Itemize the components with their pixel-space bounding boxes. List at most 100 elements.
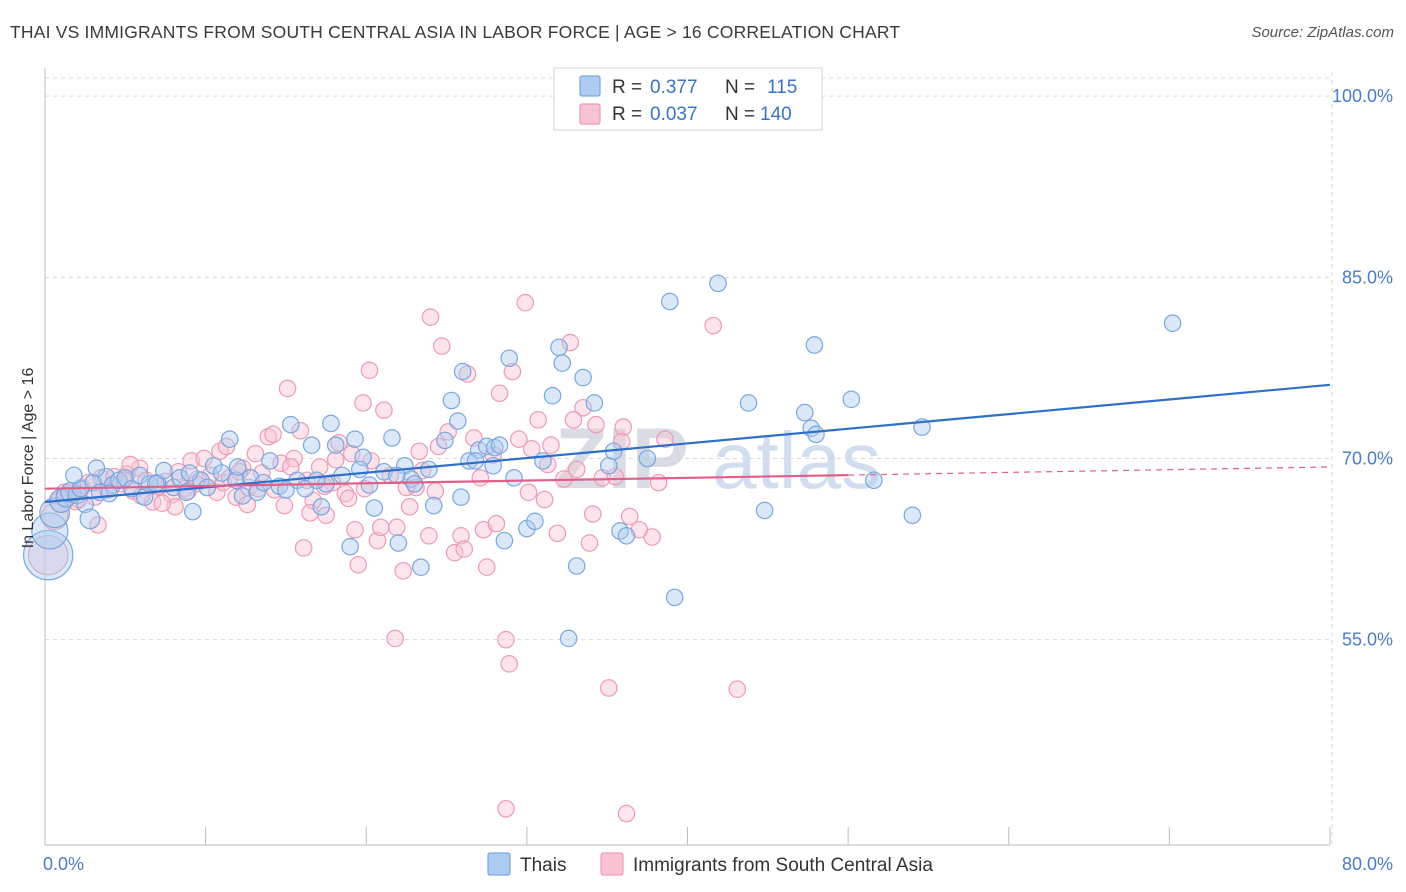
immigrants-point <box>387 518 406 537</box>
immigrants-point <box>617 804 636 823</box>
immigrants-point <box>264 425 282 444</box>
y-axis-label: In Labor Force | Age > 16 <box>20 368 37 549</box>
immigrants-point <box>649 473 668 492</box>
immigrants-point <box>458 365 477 383</box>
immigrants-point <box>497 630 515 649</box>
thais-point <box>505 469 523 487</box>
immigrants-point <box>542 436 560 455</box>
legend-r-label-2: R = <box>612 104 642 125</box>
thais-point <box>389 534 408 552</box>
immigrants-point <box>487 514 506 533</box>
thais-point <box>261 452 279 470</box>
legend-swatch-immigrants <box>579 103 601 125</box>
thais-point <box>452 488 470 506</box>
immigrants-point <box>574 398 592 417</box>
thais-point <box>490 436 509 455</box>
immigrants-point <box>349 555 368 574</box>
thais-point <box>212 464 231 482</box>
thais-point <box>903 506 922 525</box>
thais-point <box>550 338 568 357</box>
thais-point <box>574 368 592 387</box>
immigrants-point <box>410 442 429 461</box>
legend-n-label-2: N = <box>725 104 755 125</box>
thais-point <box>180 464 199 482</box>
thais-point <box>360 476 379 494</box>
immigrants-point <box>400 498 419 516</box>
thais-point <box>739 394 758 412</box>
thais-point <box>436 431 454 450</box>
immigrants-point <box>656 430 674 448</box>
y-tick-label: 85.0% <box>1342 267 1393 287</box>
thais-point <box>485 438 504 457</box>
immigrants-point <box>529 411 547 429</box>
immigrants-point <box>561 333 580 352</box>
thais-point <box>420 460 438 479</box>
immigrants-point <box>516 293 535 312</box>
y-tick-label: 100.0% <box>1332 86 1393 106</box>
series-immigrants-points <box>27 293 747 823</box>
immigrants-point <box>342 444 361 463</box>
immigrants-point <box>500 655 519 673</box>
immigrants-point <box>497 799 515 818</box>
thais-point <box>326 436 345 455</box>
legend-n-value-2: 140 <box>760 104 792 125</box>
immigrants-point <box>375 401 393 419</box>
immigrants-point <box>278 379 297 398</box>
thais-point <box>599 456 618 475</box>
thais-point <box>466 452 485 470</box>
thais-point <box>807 425 825 444</box>
immigrants-point <box>354 394 372 412</box>
immigrants-point <box>394 562 412 580</box>
immigrants-point <box>326 450 345 469</box>
thais-point <box>277 481 295 499</box>
immigrants-point <box>510 430 528 448</box>
thais-point <box>842 390 861 409</box>
thais-point <box>661 292 679 311</box>
thais-point <box>405 475 424 493</box>
thais-point <box>346 430 364 448</box>
immigrants-point <box>445 543 464 562</box>
thais-trend-line <box>44 383 1331 504</box>
bottom-legend-label-immigrants: Immigrants from South Central Asia <box>633 855 933 876</box>
immigrants-point <box>503 362 522 381</box>
immigrants-trend-line-extension <box>848 466 1331 476</box>
thais-point <box>709 274 727 293</box>
immigrants-point <box>455 540 474 558</box>
immigrants-point <box>360 361 379 380</box>
thais-point <box>526 512 544 531</box>
legend-r-value-2: 0.037 <box>650 104 698 125</box>
immigrants-point <box>606 467 625 486</box>
immigrants-point <box>548 524 567 543</box>
thais-point <box>351 460 369 479</box>
thais-point <box>553 354 572 372</box>
thais-point <box>302 436 321 455</box>
immigrants-point <box>426 482 445 500</box>
thais-point <box>341 537 359 556</box>
axes <box>44 68 1331 846</box>
thais-point <box>453 362 472 381</box>
thais-point <box>281 415 300 434</box>
chart-source: Source: ZipAtlas.com <box>1251 24 1394 41</box>
thais-point <box>412 558 430 577</box>
bottom-legend-swatch-immigrants <box>600 852 624 876</box>
thais-point <box>755 501 774 520</box>
x-tick-labels: 0.0% 80.0% <box>43 854 1393 874</box>
thais-point <box>424 496 443 515</box>
thais-point <box>155 461 173 480</box>
immigrants-point <box>386 629 404 648</box>
immigrants-point <box>40 502 69 531</box>
immigrants-point <box>429 437 448 456</box>
thais-point <box>116 469 135 487</box>
thais-point <box>183 502 202 521</box>
watermark-atlas: atlas <box>712 416 881 505</box>
thais-point <box>500 349 519 368</box>
thais-point <box>795 403 814 422</box>
legend-r-value-1: 0.377 <box>650 77 698 98</box>
immigrants-point <box>614 418 633 436</box>
immigrants-point <box>477 558 496 577</box>
y-tick-label: 70.0% <box>1342 449 1393 469</box>
thais-point <box>495 531 514 550</box>
series-legend: Thais Immigrants from South Central Asia <box>487 852 933 876</box>
immigrants-point <box>620 507 639 526</box>
thais-point <box>805 336 824 354</box>
